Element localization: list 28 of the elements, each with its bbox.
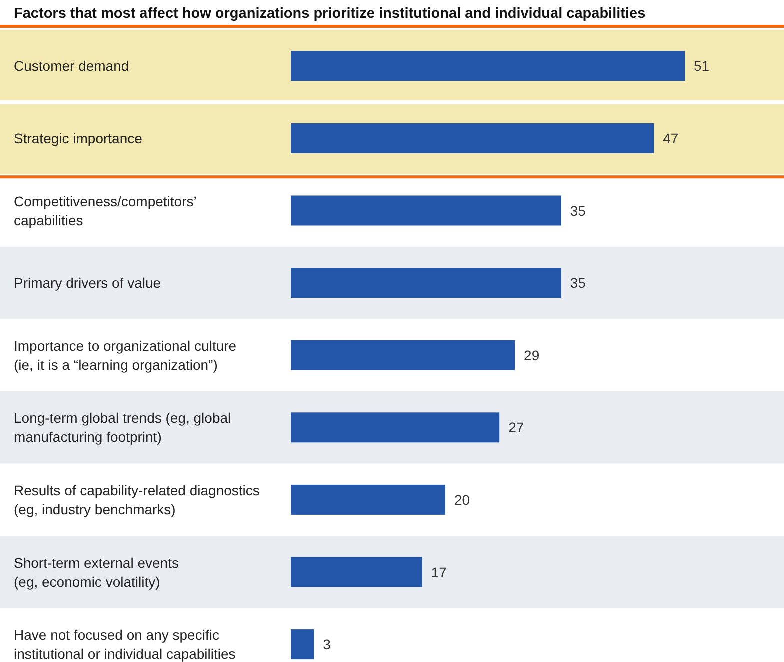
data-label: 20 [454, 492, 470, 508]
data-label: 17 [431, 564, 448, 580]
bar [291, 268, 562, 298]
y-tick-label: Long-term global trends (eg, global manufacturing footprint) [14, 410, 232, 446]
data-label: 51 [694, 58, 710, 74]
data-label: 3 [323, 636, 332, 653]
y-tick-label: Short-term external events (eg, economic volatility) [14, 554, 179, 590]
data-label: 35 [570, 202, 586, 219]
data-label: 27 [508, 420, 524, 436]
bar [291, 557, 422, 588]
y-tick-label: Customer demand [14, 58, 130, 74]
y-tick-label: Primary drivers of value [14, 275, 162, 292]
y-tick-label: Have not focused on any specific institutional or individual capabilities [14, 627, 236, 662]
data-label: 47 [663, 130, 679, 146]
bar [291, 412, 500, 443]
y-tick-label: Importance to organizational culture (ie, it is a “learning organization”) [14, 338, 237, 373]
bar [291, 123, 654, 154]
data-label: 35 [570, 275, 586, 292]
chart-title: Factors that most affect how organizations prioritize institutional and individual capabilities [14, 6, 646, 22]
bar [291, 340, 516, 370]
data-label: 29 [524, 347, 540, 364]
bar [291, 484, 446, 515]
bar [291, 51, 685, 82]
y-tick-label: Results of capability-related diagnostics (eg, industry benchmarks) [14, 482, 260, 518]
y-tick-label: Competitiveness/competitors’ capabilities [14, 193, 197, 228]
bar [291, 196, 562, 226]
bar [291, 630, 314, 660]
y-tick-label: Strategic importance [14, 130, 143, 146]
